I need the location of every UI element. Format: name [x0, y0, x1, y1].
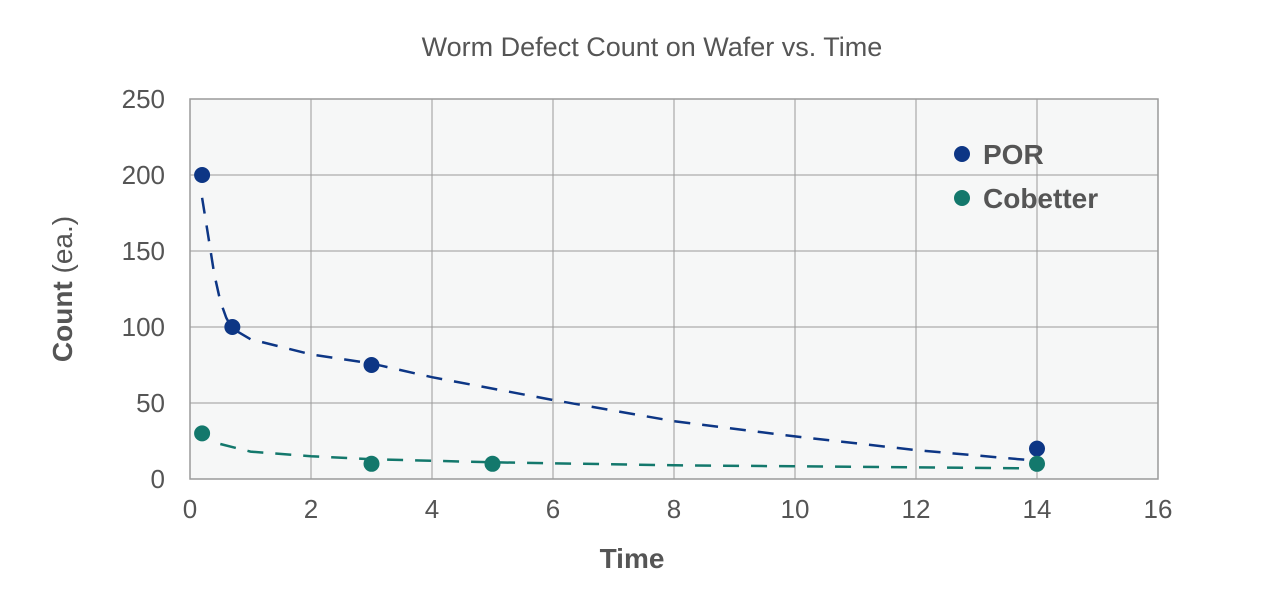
x-tick-label: 2 — [304, 494, 318, 524]
data-points — [194, 167, 1045, 472]
x-tick-label: 10 — [781, 494, 810, 524]
x-tick-label: 0 — [183, 494, 197, 524]
data-point-cobetter — [194, 425, 211, 442]
y-tick-label: 50 — [136, 388, 165, 418]
legend-label-cobetter: Cobetter — [983, 183, 1098, 214]
y-axis-label-main: Count — [47, 281, 78, 362]
x-tick-label: 8 — [667, 494, 681, 524]
data-point-por — [1029, 440, 1045, 457]
tick-labels: 0 2 4 6 8 10 12 14 16 0 50 100 150 200 250 — [122, 84, 1173, 524]
x-tick-label: 12 — [902, 494, 931, 524]
y-tick-label: 200 — [122, 160, 165, 190]
data-point-cobetter — [1029, 455, 1045, 472]
data-point-por — [224, 319, 241, 335]
x-tick-label: 14 — [1023, 494, 1052, 524]
legend-marker-cobetter — [954, 190, 970, 206]
y-axis-label-unit: (ea.) — [47, 216, 78, 274]
gridlines — [189, 98, 1159, 480]
x-axis-label: Time — [600, 543, 665, 574]
legend-label-por: POR — [983, 139, 1044, 170]
data-point-cobetter — [363, 455, 380, 472]
y-tick-label: 150 — [122, 236, 165, 266]
y-axis-label: Count (ea.) — [47, 216, 78, 362]
trendline-cobetter — [219, 442, 1038, 470]
x-tick-label: 4 — [425, 494, 439, 524]
trendline-por — [200, 197, 1038, 463]
y-tick-label: 100 — [122, 312, 165, 342]
x-tick-label: 6 — [546, 494, 560, 524]
y-tick-label: 0 — [151, 464, 165, 494]
y-tick-label: 250 — [122, 84, 165, 114]
trendlines — [200, 197, 1038, 470]
legend: POR Cobetter — [954, 139, 1098, 214]
data-point-por — [194, 167, 211, 183]
data-point-por — [363, 357, 380, 373]
data-point-cobetter — [484, 455, 501, 472]
legend-marker-por — [954, 146, 970, 162]
chart-title: Worm Defect Count on Wafer vs. Time — [422, 32, 883, 62]
x-tick-label: 16 — [1144, 494, 1173, 524]
